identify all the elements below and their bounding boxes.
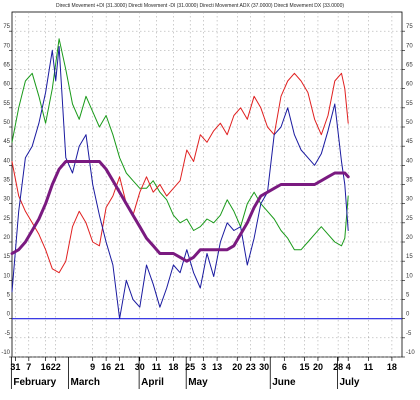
x-tick-label: 11 — [364, 362, 374, 372]
x-tick-label: 31 — [10, 362, 20, 372]
y-tick-label-left: 75 — [3, 24, 10, 30]
x-tick-label: 11 — [152, 362, 162, 372]
y-tick-label-right: 55 — [406, 101, 413, 107]
y-tick-label-right: 75 — [406, 24, 413, 30]
x-tick-label: 30 — [259, 362, 269, 372]
x-tick-label: 23 — [246, 362, 256, 372]
series-group — [10, 38, 350, 320]
y-tick-label-right: 25 — [406, 216, 413, 222]
y-tick-label-left: 50 — [3, 120, 10, 126]
x-tick-label: 18 — [168, 362, 178, 372]
y-tick-label-right: -5 — [406, 331, 412, 337]
chart-title: Directi Movement +DI (31.3000) Directi M… — [56, 3, 344, 9]
x-tick-label: 20 — [313, 362, 323, 372]
x-tick-label: 6 — [282, 362, 287, 372]
x-tick-label: 28 — [333, 362, 343, 372]
y-tick-label-left: 35 — [3, 178, 10, 184]
y-tick-label-right: 20 — [406, 235, 413, 241]
y-tick-label-left: 45 — [3, 139, 10, 145]
y-tick-label-right: 5 — [406, 293, 410, 299]
y-tick-label-right: 10 — [406, 273, 413, 279]
y-tick-label-left: 25 — [3, 216, 10, 222]
y-tick-label-left: 40 — [3, 158, 10, 164]
y-tick-label-right: 35 — [406, 178, 413, 184]
month-label: February — [13, 377, 56, 388]
y-tick-label-left: 65 — [3, 63, 10, 69]
y-tick-label-left: 70 — [3, 43, 10, 49]
y-tick-label-left: 0 — [7, 312, 11, 318]
month-label: April — [141, 377, 164, 388]
month-label: March — [71, 377, 100, 388]
y-tick-label-right: 15 — [406, 254, 413, 260]
series-line-di — [11, 72, 349, 274]
x-axis: 31 7 16 22 9 16 21 30 11 18 25 3 13 20 23 30 6 15 20 28 4 11 1… — [10, 357, 397, 389]
y-tick-label-right: -10 — [406, 350, 415, 356]
x-tick-label: 20 — [232, 362, 242, 372]
y-tick-label-left: 55 — [3, 101, 10, 107]
y-tick-label-left: 5 — [7, 293, 11, 299]
x-tick-label: 22 — [51, 362, 61, 372]
x-tick-label: 25 — [185, 362, 195, 372]
x-tick-label: 30 — [135, 362, 145, 372]
month-label: July — [339, 377, 359, 388]
y-tick-label-right: 65 — [406, 63, 413, 69]
y-tick-label-right: 30 — [406, 197, 413, 203]
x-tick-label: 13 — [212, 362, 222, 372]
series-line-di — [11, 38, 349, 251]
x-tick-label: 21 — [115, 362, 125, 372]
y-tick-label-left: -10 — [1, 350, 10, 356]
series-line-adx — [10, 160, 350, 263]
y-tick-label-left: 60 — [3, 82, 10, 88]
y-tick-label-left: 10 — [3, 273, 10, 279]
month-label: May — [188, 377, 208, 388]
y-tick-label-right: 40 — [406, 158, 413, 164]
y-tick-label-left: 15 — [3, 254, 10, 260]
x-tick-label: 9 — [90, 362, 95, 372]
x-tick-label: 15 — [299, 362, 309, 372]
y-tick-label-right: 70 — [406, 43, 413, 49]
series-line-dx — [11, 46, 349, 320]
y-tick-label-left: 30 — [3, 197, 10, 203]
y-tick-label-right: 0 — [406, 312, 410, 318]
y-tick-label-left: -5 — [5, 331, 11, 337]
y-tick-label-right: 60 — [406, 82, 413, 88]
y-tick-label-left: 20 — [3, 235, 10, 241]
x-tick-label: 4 — [346, 362, 351, 372]
x-tick-label: 18 — [387, 362, 397, 372]
x-tick-label: 3 — [201, 362, 206, 372]
x-tick-label: 16 — [41, 362, 51, 372]
y-tick-label-right: 45 — [406, 139, 413, 145]
x-tick-label: 16 — [101, 362, 111, 372]
month-label: June — [272, 377, 296, 388]
y-tick-label-right: 50 — [406, 120, 413, 126]
x-tick-label: 7 — [26, 362, 31, 372]
